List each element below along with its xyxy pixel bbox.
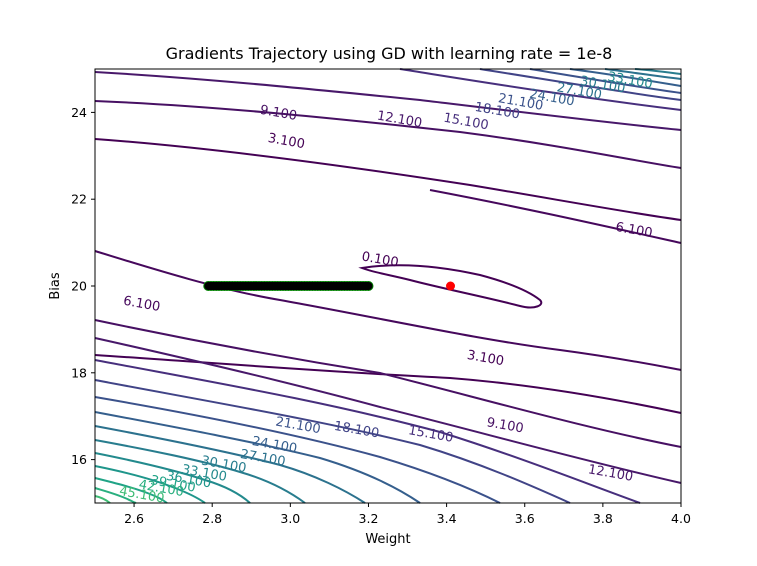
contour-line [94, 337, 682, 484]
contour-line [94, 71, 682, 131]
x-tick-label: 3.0 [280, 511, 300, 526]
y-axis: 16 18 20 22 24 [71, 105, 95, 467]
contour-line [94, 452, 251, 504]
y-tick-label: 16 [71, 452, 87, 467]
x-tick-label: 4.0 [671, 511, 691, 526]
contour-line [94, 359, 641, 504]
contour-line [569, 68, 682, 87]
y-tick-label: 24 [71, 105, 87, 120]
plot-area: 0.1003.1003.1006.1006.1009.1009.10012.10… [94, 68, 682, 507]
contour-label: 6.100 [614, 220, 653, 241]
contour-line [529, 68, 682, 94]
contour-line [399, 68, 682, 111]
contour-label: 3.100 [267, 131, 306, 152]
contour-label: 6.100 [122, 294, 161, 315]
contour-line [429, 189, 682, 244]
x-axis-label: Weight [365, 532, 410, 547]
contour-line [94, 425, 366, 504]
gd-trajectory [203, 281, 374, 291]
contour-line [604, 68, 682, 80]
contour-line [94, 100, 682, 169]
contour-line [94, 477, 168, 504]
y-tick-label: 20 [71, 279, 87, 294]
y-tick-label: 22 [71, 192, 87, 207]
contour-line [358, 264, 543, 309]
contour-line [94, 379, 571, 504]
y-axis-label: Bias [48, 272, 63, 299]
contour-line [94, 439, 306, 504]
contour-line [94, 354, 682, 414]
x-axis: 2.6 2.8 3.0 3.2 3.4 3.6 3.8 4.0 [124, 503, 691, 526]
contour-line [94, 487, 137, 504]
contour-line [94, 138, 682, 221]
contour-line [94, 396, 501, 504]
contour-label: 9.100 [485, 415, 524, 436]
contour-line [94, 250, 682, 371]
x-tick-label: 2.6 [124, 511, 144, 526]
contour-lines [94, 68, 682, 504]
x-tick-label: 3.4 [437, 511, 457, 526]
optimum-point [446, 281, 456, 291]
x-tick-label: 3.2 [359, 511, 379, 526]
contour-line [479, 68, 682, 101]
contour-label: 9.100 [259, 103, 298, 124]
contour-line [94, 319, 682, 448]
y-tick-label: 18 [71, 365, 87, 380]
x-tick-label: 3.8 [593, 511, 613, 526]
contour-label: 0.100 [360, 249, 399, 270]
chart-title: Gradients Trajectory using GD with learn… [166, 44, 613, 63]
contour-label: 3.100 [466, 348, 505, 369]
contour-line [94, 411, 421, 504]
contour-line [94, 465, 206, 504]
contour-line [94, 495, 111, 504]
x-tick-label: 3.6 [515, 511, 535, 526]
x-tick-label: 2.8 [202, 511, 222, 526]
